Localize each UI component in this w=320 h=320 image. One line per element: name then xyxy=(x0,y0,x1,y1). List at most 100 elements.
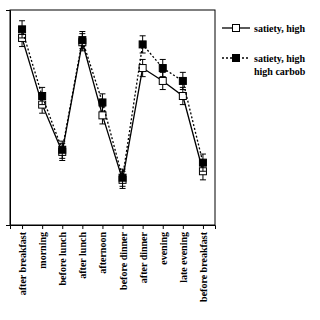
error-bar-cap xyxy=(140,76,146,77)
error-bar-cap xyxy=(120,188,126,189)
marker xyxy=(59,146,66,153)
error-bar-cap xyxy=(59,141,65,142)
x-tick-label: after lunch xyxy=(77,232,88,279)
x-tick: morning xyxy=(37,225,48,269)
error-bar xyxy=(79,32,85,49)
x-axis: after breakfast morning before lunch after … xyxy=(11,225,216,302)
x-tick-mark xyxy=(102,225,103,229)
error-bar-cap xyxy=(120,169,126,170)
error-bar-cap xyxy=(59,160,65,161)
error-bar xyxy=(140,59,146,76)
error-bar-cap xyxy=(99,111,105,112)
error-bar-cap xyxy=(180,89,186,90)
error-bar-cap xyxy=(180,104,186,105)
marker xyxy=(79,37,86,44)
marker xyxy=(139,41,146,48)
x-tick-label: after dinner xyxy=(138,231,149,283)
error-bar xyxy=(120,169,126,186)
x-tick-mark xyxy=(163,225,164,229)
error-bar xyxy=(180,87,186,104)
error-bar-cap xyxy=(79,31,85,32)
error-bar xyxy=(120,171,126,188)
marks xyxy=(19,21,207,189)
x-tick-mark xyxy=(183,225,184,229)
error-bar-cap xyxy=(99,93,105,94)
x-tick-mark xyxy=(123,225,124,229)
x-tick-mark xyxy=(42,225,43,229)
error-bar-cap xyxy=(200,171,206,172)
x-tick: after dinner xyxy=(138,225,149,283)
error-bar-cap xyxy=(59,158,65,159)
legend-label-line: high carbob xyxy=(254,66,306,77)
x-tick-mark xyxy=(62,225,63,229)
error-bar-cap xyxy=(160,59,166,60)
x-tick: before dinner xyxy=(118,225,129,290)
legend-label-line: satiety, high xyxy=(254,23,306,34)
x-tick-label: before breakfast xyxy=(198,231,209,302)
x-tick: evening xyxy=(158,225,169,265)
x-tick: after lunch xyxy=(77,225,88,279)
y-axis xyxy=(6,11,11,226)
error-bar-cap xyxy=(99,123,105,124)
error-bar xyxy=(160,59,166,76)
legend-item: satiety, high high carbob xyxy=(222,53,306,77)
error-bar-cap xyxy=(39,113,45,114)
legend-marker xyxy=(233,25,240,32)
x-tick-label: before dinner xyxy=(118,231,129,289)
error-bar-cap xyxy=(200,179,206,180)
error-bar-cap xyxy=(19,37,25,38)
plot-frame xyxy=(10,10,215,225)
error-bar-cap xyxy=(140,35,146,36)
marker xyxy=(119,174,126,181)
plot: after breakfast morning before lunch after … xyxy=(6,10,216,302)
legend-label: satiety, high high carbob xyxy=(254,53,306,77)
error-bar-cap xyxy=(19,46,25,47)
error-bar-cap xyxy=(39,104,45,105)
x-tick-label: afternoon xyxy=(97,232,108,274)
marker xyxy=(159,77,166,84)
y-axis-line xyxy=(6,11,11,226)
x-tick-mark xyxy=(143,225,144,229)
error-bar-cap xyxy=(180,72,186,73)
x-tick-mark xyxy=(22,225,23,229)
chart: after breakfast morning before lunch after … xyxy=(0,0,320,320)
error-bar xyxy=(140,36,146,53)
x-tick-label: evening xyxy=(158,232,169,265)
error-bar-cap xyxy=(160,89,166,90)
error-bar xyxy=(79,34,85,51)
error-bar-cap xyxy=(160,76,166,77)
error-bar-cap xyxy=(19,20,25,21)
error-bar xyxy=(180,72,186,89)
x-tick-mark xyxy=(82,225,83,229)
legend-item: satiety, high xyxy=(222,23,306,34)
error-bar-cap xyxy=(120,186,126,187)
marker xyxy=(99,112,106,119)
x-tick: late evening xyxy=(178,225,189,283)
marker xyxy=(179,77,186,84)
x-tick-mark xyxy=(203,225,204,229)
legend-label: satiety, high xyxy=(254,23,306,34)
x-axis-line xyxy=(11,226,216,230)
legend: satiety, high satiety, high high carbob xyxy=(222,23,306,77)
marker xyxy=(99,99,106,106)
marker xyxy=(159,65,166,72)
x-tick-label: after breakfast xyxy=(17,231,28,295)
error-bar xyxy=(200,154,206,171)
error-bar-cap xyxy=(140,53,146,54)
series-line xyxy=(22,38,203,180)
series-line xyxy=(22,29,203,177)
x-tick-label: before lunch xyxy=(57,232,68,286)
x-tick: after breakfast xyxy=(17,225,28,295)
marker xyxy=(19,26,26,33)
marker xyxy=(39,93,46,100)
marker xyxy=(139,65,146,72)
x-tick-label: late evening xyxy=(178,232,189,283)
error-bar-cap xyxy=(39,87,45,88)
x-tick-label: morning xyxy=(37,232,48,269)
error-bar xyxy=(59,141,65,158)
x-tick: before breakfast xyxy=(198,225,209,302)
legend-marker xyxy=(233,55,240,62)
error-bar xyxy=(19,21,25,38)
legend-label-line: satiety, high xyxy=(254,53,306,64)
error-bar-cap xyxy=(79,48,85,49)
